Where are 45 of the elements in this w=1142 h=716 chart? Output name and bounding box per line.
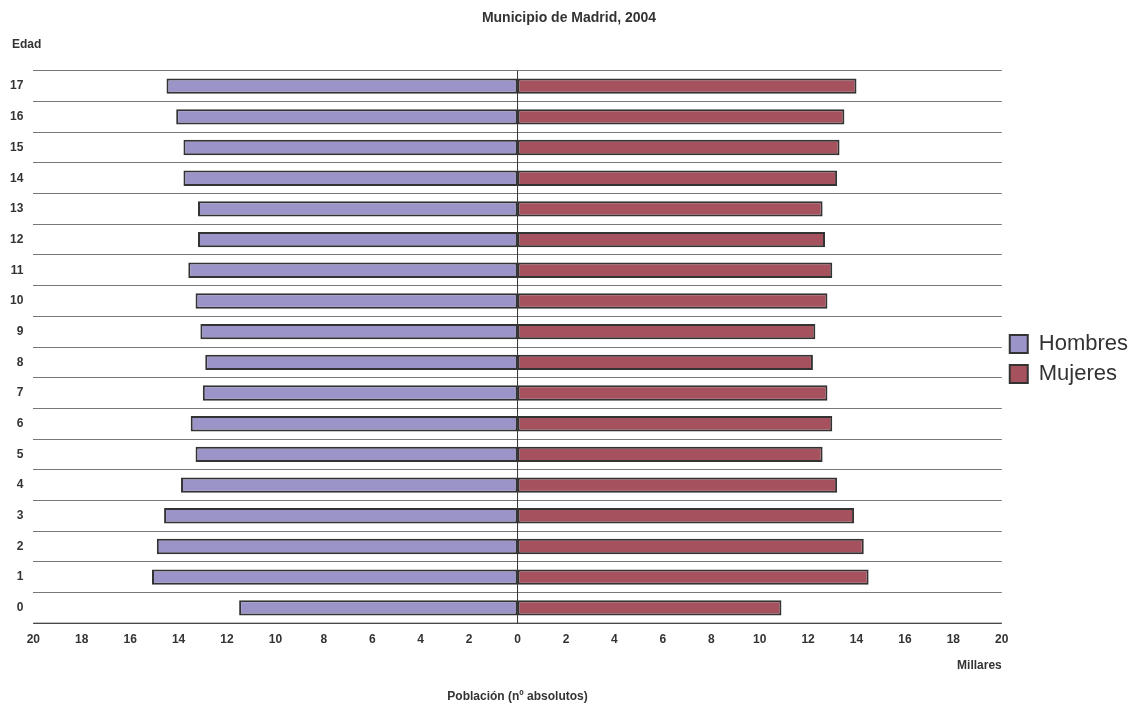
legend-label: Mujeres <box>1038 360 1117 386</box>
x-tick-label: 14 <box>849 631 864 646</box>
y-tick-label: 3 <box>16 508 24 523</box>
x-tick-label: 16 <box>123 631 138 646</box>
x-tick-label: 8 <box>707 631 715 646</box>
y-tick-label: 15 <box>9 139 24 154</box>
y-axis-title: Edad <box>12 37 42 51</box>
y-tick-label: 6 <box>16 416 24 431</box>
y-tick-label: 2 <box>16 538 24 553</box>
x-tick-label: 4 <box>611 631 619 646</box>
x-tick-label: 10 <box>268 631 283 646</box>
y-tick-label: 17 <box>9 78 24 93</box>
y-tick-label: 9 <box>16 323 24 338</box>
x-tick-label: 6 <box>659 631 667 646</box>
x-tick-label: 4 <box>417 631 425 646</box>
y-tick-label: 13 <box>9 201 24 216</box>
x-tick-label: 16 <box>898 631 912 646</box>
y-tick-label: 10 <box>9 293 24 308</box>
x-tick-label: 20 <box>26 631 41 646</box>
y-tick-label: 16 <box>9 109 24 124</box>
x-tick-label: 10 <box>752 631 767 646</box>
x-tick-label: 14 <box>171 631 186 646</box>
x-tick-label: 0 <box>514 631 522 646</box>
y-tick-label: 1 <box>16 569 24 584</box>
x-axis-title: Población (nº absolutos) <box>447 689 588 704</box>
x-tick-label: 20 <box>995 631 1009 646</box>
x-tick-label: 2 <box>465 631 473 646</box>
y-tick-label: 7 <box>16 385 24 400</box>
x-tick-label: 2 <box>562 631 570 646</box>
x-tick-label: 12 <box>801 631 816 646</box>
x-tick-label: 8 <box>320 631 328 646</box>
x-tick-label: 18 <box>75 631 89 646</box>
chart-title: Municipio de Madrid, 2004 <box>481 9 657 26</box>
y-tick-label: 0 <box>16 600 24 615</box>
legend-label: Hombres <box>1038 330 1128 356</box>
y-tick-label: 5 <box>16 446 24 461</box>
text: Millares <box>957 657 1003 672</box>
y-tick-label: 12 <box>9 231 24 246</box>
y-tick-label: 11 <box>10 262 24 277</box>
x-tick-label: 6 <box>368 631 376 646</box>
x-tick-label: 18 <box>946 631 961 646</box>
x-tick-label: 12 <box>220 631 235 646</box>
y-tick-label: 8 <box>16 354 24 369</box>
y-tick-label: 14 <box>9 170 24 185</box>
y-tick-label: 4 <box>16 477 24 492</box>
